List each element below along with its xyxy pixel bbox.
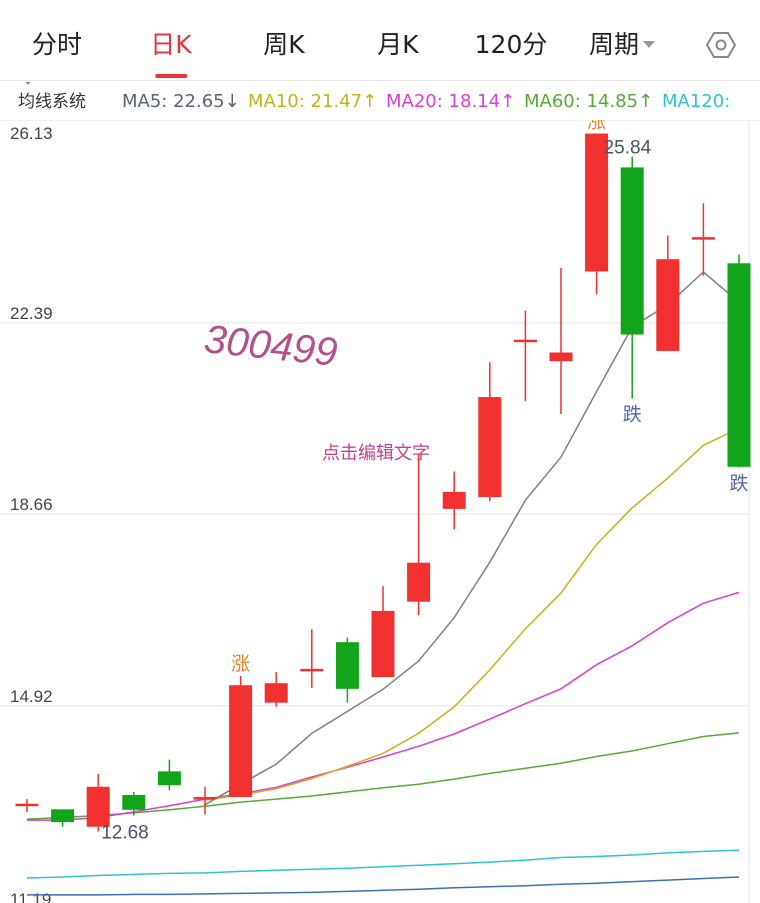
y-tick-label: 22.39	[10, 304, 53, 323]
tab-120min[interactable]: 120分	[475, 0, 548, 80]
candle-body	[193, 797, 217, 800]
candle-body	[478, 397, 502, 498]
ma20-line	[27, 591, 740, 821]
overlay-edit-text: 点击编辑文字	[322, 443, 430, 464]
candle-body	[15, 803, 39, 807]
candle-annotation: 涨	[587, 120, 606, 133]
ma250-line	[27, 876, 740, 896]
active-tab-indicator	[155, 74, 187, 78]
candle-body	[442, 491, 466, 509]
moving-average-legend: 均线系统 MA5: 22.65↓ MA10: 21.47↑ MA20: 18.1…	[0, 82, 760, 120]
candle-annotation: 跌	[623, 404, 642, 426]
ma5-legend: MA5: 22.65↓	[122, 91, 240, 112]
candle-body	[407, 562, 431, 602]
y-tick-label: 11.19	[10, 890, 51, 903]
candle-body	[656, 259, 680, 351]
y-tick-label: 18.66	[10, 495, 53, 514]
candle-body	[727, 263, 751, 467]
candle-body	[335, 642, 359, 689]
tab-weekly-k[interactable]: 周K	[263, 0, 304, 80]
ma-system-label: 均线系统	[18, 92, 86, 112]
ma5-line	[204, 270, 740, 806]
candle-body	[157, 771, 181, 786]
chevron-down-icon	[643, 40, 656, 48]
candle-body	[86, 786, 110, 827]
tab-period-label: 周期	[588, 30, 640, 59]
tab-weekly-k-label: 周K	[263, 30, 305, 59]
ma120-legend: MA120:	[662, 91, 731, 112]
ma20-legend: MA20: 18.14↑	[386, 91, 516, 112]
candle-body	[51, 809, 75, 823]
y-tick-label: 26.13	[10, 124, 53, 143]
y-tick-label: 14.92	[10, 687, 53, 706]
ma60-line	[26, 732, 740, 820]
candle-body	[513, 339, 537, 343]
ma10-legend: MA10: 21.47↑	[248, 91, 378, 112]
candlestick-chart[interactable]: 26.1322.3918.6614.9211.19300499点击编辑文字涨涨跌…	[0, 120, 760, 903]
ma10-line	[204, 427, 740, 801]
candle-annotation: 涨	[231, 653, 250, 675]
tab-daily-k[interactable]: 日K	[150, 0, 192, 80]
candle-body	[620, 167, 644, 335]
tab-120min-label: 120分	[474, 30, 548, 59]
candle-body	[229, 685, 253, 798]
candle-body	[691, 237, 715, 240]
high-price-label: 25.84	[604, 138, 652, 159]
hexagon-settings-icon[interactable]	[705, 30, 737, 60]
ma60-legend: MA60: 14.85↑	[524, 91, 654, 112]
tab-intraday-label: 分时	[31, 30, 83, 59]
candle-body	[122, 794, 146, 810]
candle-body	[371, 610, 395, 678]
low-price-label: 12.68	[101, 822, 149, 843]
tab-intraday[interactable]: 分时	[32, 0, 82, 80]
candle-body	[300, 668, 324, 672]
candle-body	[549, 352, 573, 362]
tab-monthly-k[interactable]: 月K	[377, 0, 418, 80]
chevron-down-icon	[22, 82, 34, 85]
tab-period-dropdown[interactable]: 周期	[588, 0, 656, 80]
tab-daily-k-label: 日K	[150, 30, 192, 59]
candle-body	[585, 133, 609, 272]
ma120-line	[26, 849, 740, 879]
candle-annotation: 跌	[729, 472, 748, 494]
stock-code-watermark: 300499	[202, 317, 339, 375]
period-tabs: 分时 日K 周K 月K 120分 周期	[0, 0, 760, 81]
candle-body	[264, 683, 288, 703]
tab-monthly-k-label: 月K	[377, 30, 419, 59]
